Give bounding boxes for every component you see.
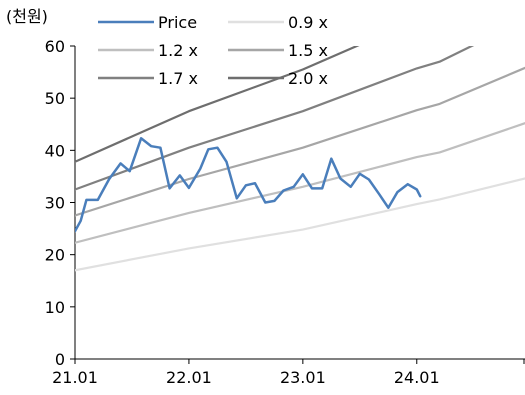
x-tick-label: 22.01 bbox=[166, 368, 212, 387]
y-tick-label: 10 bbox=[45, 298, 65, 317]
legend-label-2-0-x: 2.0 x bbox=[288, 69, 328, 88]
series-line-2-0-x bbox=[75, 46, 360, 163]
legend-label-1-2-x: 1.2 x bbox=[158, 41, 198, 60]
y-tick-label: 60 bbox=[45, 37, 65, 56]
x-tick-label: 21.01 bbox=[52, 368, 98, 387]
series-line-1-5-x bbox=[75, 66, 525, 217]
legend-label-1-7-x: 1.7 x bbox=[158, 69, 198, 88]
y-tick-label: 20 bbox=[45, 246, 65, 265]
series-line-price bbox=[75, 137, 422, 233]
y-tick-label: 40 bbox=[45, 141, 65, 160]
y-tick-label: 50 bbox=[45, 89, 65, 108]
series-line-0-9-x bbox=[75, 177, 525, 272]
series-line-1-2-x bbox=[75, 122, 525, 244]
legend: Price 0.9 x 1.2 x 1.5 x 1.7 x 2.0 x bbox=[98, 13, 328, 88]
axes-group: 0 10 20 30 40 50 60 21.01 22.01 23.01 24.01 bbox=[45, 37, 525, 387]
x-tick-label: 24.01 bbox=[394, 368, 440, 387]
series-line-1-7-x bbox=[75, 46, 475, 191]
series-group bbox=[75, 46, 525, 272]
unit-label: (천원) bbox=[6, 7, 48, 26]
x-tick-label: 23.01 bbox=[280, 368, 326, 387]
legend-label-1-5-x: 1.5 x bbox=[288, 41, 328, 60]
legend-label-0-9-x: 0.9 x bbox=[288, 13, 328, 32]
y-tick-label: 30 bbox=[45, 194, 65, 213]
legend-label-price: Price bbox=[158, 13, 197, 32]
y-tick-label: 0 bbox=[55, 350, 65, 369]
